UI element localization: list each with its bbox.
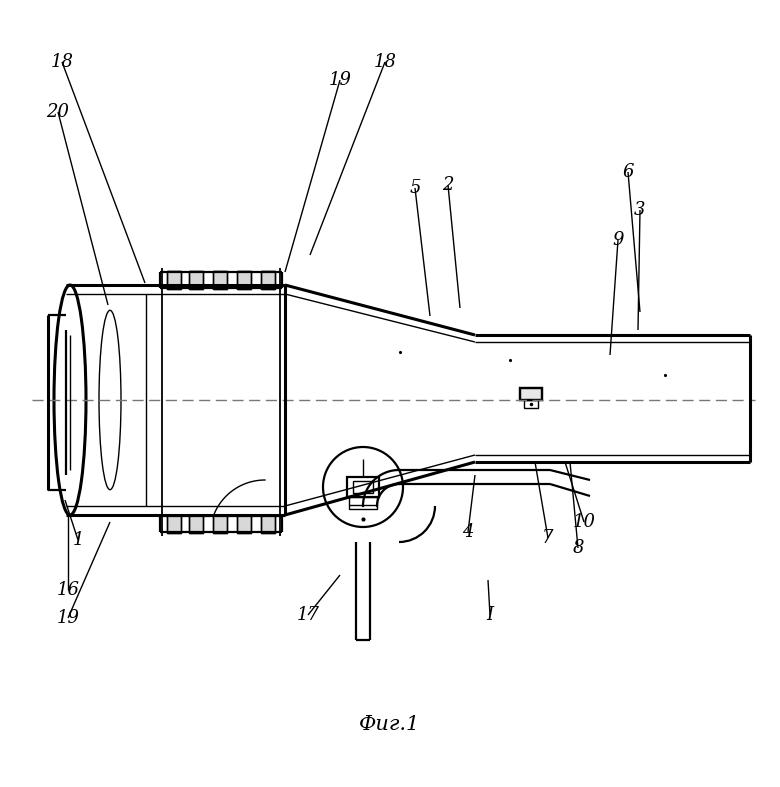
- Text: 2: 2: [442, 176, 454, 194]
- Bar: [520, 388, 542, 400]
- Bar: [353, 481, 373, 493]
- Bar: [237, 271, 251, 289]
- Bar: [213, 271, 227, 289]
- Bar: [167, 271, 181, 289]
- Text: 10: 10: [573, 513, 595, 531]
- Bar: [189, 515, 203, 533]
- Text: 18: 18: [374, 53, 396, 71]
- Bar: [189, 271, 203, 289]
- Text: 16: 16: [56, 581, 80, 599]
- Bar: [213, 515, 227, 533]
- Bar: [189, 515, 203, 533]
- Text: 8: 8: [573, 539, 583, 557]
- Bar: [237, 515, 251, 533]
- Text: 7: 7: [542, 529, 554, 547]
- Text: 19: 19: [328, 71, 352, 89]
- Text: 19: 19: [56, 609, 80, 627]
- Text: 6: 6: [622, 163, 633, 181]
- Bar: [520, 388, 542, 400]
- Bar: [213, 271, 227, 289]
- Bar: [213, 515, 227, 533]
- Bar: [167, 271, 181, 289]
- Text: I: I: [487, 606, 494, 624]
- Bar: [261, 515, 275, 533]
- Text: Фиг.1: Фиг.1: [360, 715, 420, 734]
- Bar: [237, 515, 251, 533]
- Bar: [349, 497, 377, 509]
- Bar: [167, 515, 181, 533]
- Text: 9: 9: [612, 231, 624, 249]
- Bar: [261, 515, 275, 533]
- Text: 20: 20: [47, 103, 69, 121]
- Bar: [261, 271, 275, 289]
- Bar: [237, 271, 251, 289]
- Bar: [167, 515, 181, 533]
- Bar: [189, 271, 203, 289]
- Text: 4: 4: [463, 523, 473, 541]
- Text: 17: 17: [296, 606, 320, 624]
- Text: 5: 5: [410, 179, 420, 197]
- Bar: [261, 271, 275, 289]
- Bar: [347, 477, 379, 497]
- Bar: [524, 400, 538, 408]
- Text: 3: 3: [634, 201, 646, 219]
- Text: 18: 18: [51, 53, 73, 71]
- Text: 1: 1: [73, 531, 83, 549]
